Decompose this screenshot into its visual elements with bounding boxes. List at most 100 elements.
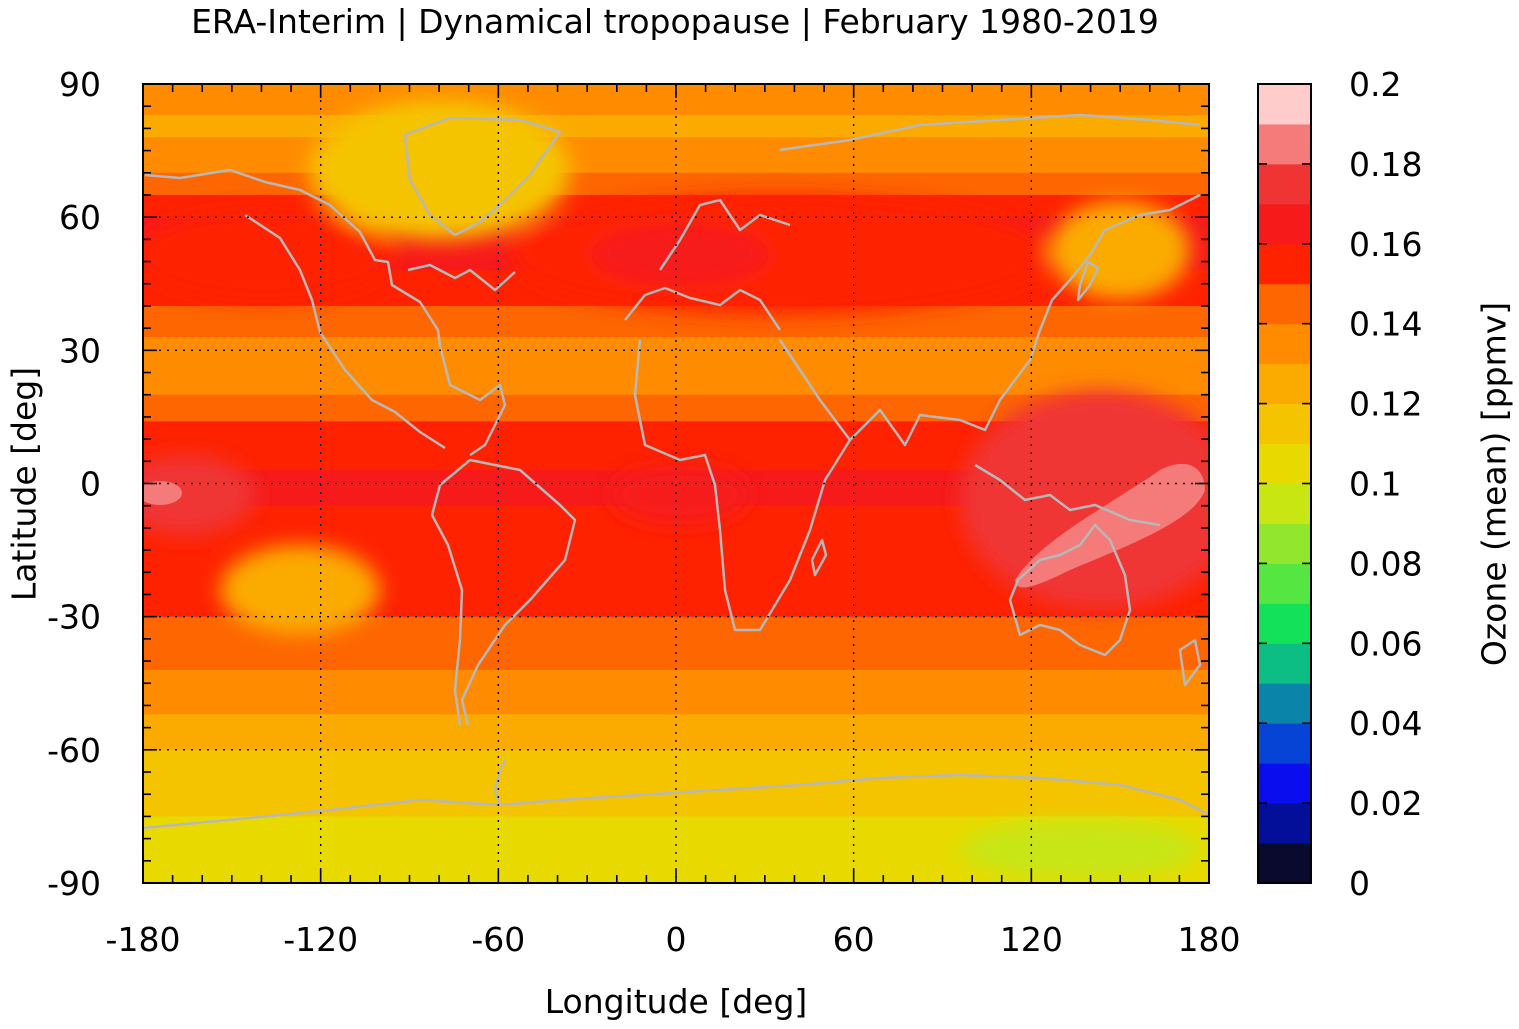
zonal-band <box>143 776 1209 782</box>
zonal-band <box>143 541 1209 547</box>
zonal-band <box>143 337 1209 343</box>
zonal-band <box>143 638 1209 644</box>
colorbar-swatch <box>1258 203 1311 245</box>
zonal-band <box>143 772 1209 778</box>
zonal-band <box>143 656 1209 662</box>
anomaly-antarctic <box>960 820 1200 880</box>
zonal-band <box>143 128 1209 134</box>
x-tick-label: -60 <box>471 920 525 959</box>
zonal-band <box>143 390 1209 396</box>
zonal-band <box>143 368 1209 374</box>
y-tick-label: -60 <box>47 731 101 770</box>
zonal-band <box>143 163 1209 169</box>
zonal-band <box>143 692 1209 698</box>
colorbar-tick-labels: 0.2 0.18 0.16 0.14 0.12 0.1 0.08 0.06 0.04 0.02 0 <box>1349 65 1422 903</box>
zonal-band <box>143 372 1209 378</box>
colorbar-swatch <box>1258 723 1311 764</box>
coast-south-america-west <box>430 484 464 726</box>
zonal-band <box>143 137 1209 143</box>
zonal-band <box>143 328 1209 334</box>
zonal-band <box>143 319 1209 325</box>
zonal-band <box>143 860 1209 866</box>
anomaly-australia-max <box>143 463 1205 588</box>
anomaly-dateline-max <box>143 481 182 505</box>
x-axis-tick-labels: -180 -120 -60 0 60 120 180 <box>106 920 1241 959</box>
zonal-band <box>143 332 1209 338</box>
zonal-band <box>143 820 1209 826</box>
coastlines <box>143 113 1209 830</box>
zonal-band <box>143 785 1209 791</box>
x-tick-label: -120 <box>283 920 358 959</box>
coast-greenland <box>403 116 562 237</box>
coast-east-asia <box>1038 193 1201 331</box>
zonal-band <box>143 359 1209 365</box>
anomaly-eurasia <box>510 195 1050 315</box>
zonal-band <box>143 749 1209 755</box>
zonal-band <box>143 701 1209 707</box>
zonal-band <box>143 727 1209 733</box>
zonal-band <box>143 696 1209 702</box>
zonal-band <box>143 807 1209 813</box>
zonal-band <box>143 412 1209 418</box>
zonal-band <box>143 558 1209 564</box>
x-tick-label: 180 <box>1178 920 1241 959</box>
coast-madagascar <box>810 538 828 577</box>
colorbar-swatch <box>1258 403 1311 445</box>
zonal-band <box>143 461 1209 467</box>
zonal-band <box>143 811 1209 818</box>
coast-antarctic-peninsula <box>493 759 507 806</box>
x-tick-label: 0 <box>666 920 687 959</box>
regional-anomalies <box>143 100 1209 880</box>
zonal-band <box>143 421 1209 427</box>
zonal-band <box>143 590 1209 596</box>
zonal-band <box>143 132 1209 138</box>
zonal-band <box>143 550 1209 556</box>
zonal-band <box>143 159 1209 165</box>
zonal-band <box>143 652 1209 658</box>
anomaly-africa <box>610 465 750 525</box>
zonal-band <box>143 527 1209 533</box>
colorbar-tick-label: 0.2 <box>1349 65 1401 104</box>
zonal-band <box>143 110 1209 116</box>
zonal-band <box>143 736 1209 742</box>
colorbar-tick-label: 0.08 <box>1349 544 1422 583</box>
zonal-band <box>143 851 1209 857</box>
zonal-band <box>143 838 1209 844</box>
coast-scandinavia <box>658 198 791 271</box>
colorbar-swatch <box>1258 843 1311 884</box>
y-axis-ticks <box>143 83 1209 884</box>
zonal-band <box>143 416 1209 422</box>
zonal-band <box>143 669 1209 675</box>
coast-maritime-continent <box>974 463 1161 527</box>
colorbar-swatch <box>1258 763 1311 804</box>
zonal-band <box>143 101 1209 107</box>
colorbar-tick-label: 0.14 <box>1349 305 1422 344</box>
y-tick-label: 90 <box>59 65 101 104</box>
zonal-band <box>143 572 1209 578</box>
zonal-band <box>143 119 1209 125</box>
zonal-band <box>143 709 1209 715</box>
colorbar-tick-label: 0.16 <box>1349 225 1422 264</box>
zonal-band <box>143 856 1209 862</box>
zonal-band <box>143 430 1209 436</box>
zonal-band <box>143 439 1209 445</box>
zonal-band <box>143 780 1209 786</box>
coast-north-america-west <box>244 213 446 450</box>
zonal-band <box>143 607 1209 613</box>
zonal-band <box>143 678 1209 684</box>
zonal-band <box>143 705 1209 711</box>
zonal-band <box>143 745 1209 751</box>
zonal-band <box>143 403 1209 409</box>
zonal-band <box>143 865 1209 871</box>
zonal-band <box>143 399 1209 405</box>
anomaly-north-pacific-east <box>1050 200 1190 300</box>
zonal-band <box>143 798 1209 804</box>
zonal-band <box>143 621 1209 627</box>
x-tick-label: -180 <box>106 920 181 959</box>
colorbar-swatch <box>1258 523 1311 564</box>
anomaly-west-pacific <box>960 390 1209 610</box>
colorbar-swatch <box>1258 123 1311 165</box>
anomaly-australia-core <box>1015 463 1205 588</box>
zonal-band <box>143 190 1209 196</box>
